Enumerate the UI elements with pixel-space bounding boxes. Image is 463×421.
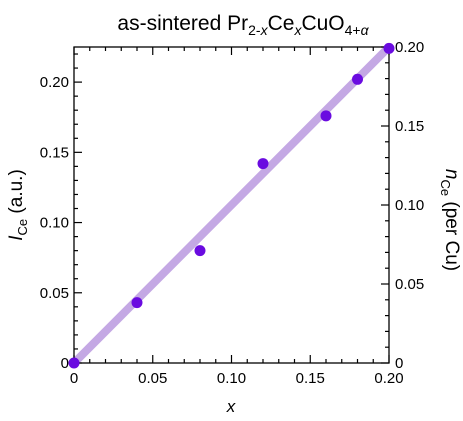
title-prefix: as-sintered Pr	[117, 12, 248, 35]
data-point	[257, 158, 269, 170]
y-tick-label: 0.20	[40, 74, 69, 91]
y2-axis-label-main: n	[441, 169, 462, 180]
x-tick-label: 0.10	[217, 370, 246, 387]
data-point	[194, 245, 206, 257]
x-tick-label: 0.20	[374, 370, 403, 387]
title-mid2: CuO	[301, 12, 344, 35]
y2-axis-label-rest: (per Cu)	[441, 196, 462, 271]
title-mid1: Ce	[268, 12, 295, 35]
y2-tick-label: 0.20	[395, 39, 424, 56]
y2-tick-label: 0.05	[395, 276, 424, 293]
y2-tick-label: 0.15	[395, 118, 424, 135]
x-tick-label: 0.05	[138, 370, 167, 387]
data-point	[320, 110, 332, 122]
data-point	[68, 357, 80, 369]
data-point	[352, 73, 363, 85]
title-sub3-italic: α	[361, 22, 370, 38]
title-sub1: 2-	[248, 22, 261, 38]
y-axis-label-rest: (a.u.)	[6, 169, 27, 219]
x-axis-label: x	[226, 397, 236, 416]
data-point	[131, 297, 143, 309]
title-sub2-italic: x	[293, 22, 302, 38]
y2-tick-label: 0.10	[395, 197, 424, 214]
y-axis-label-main: I	[6, 235, 27, 241]
y-tick-label: 0.05	[40, 285, 69, 302]
points-layer	[68, 42, 395, 369]
y2-tick-label: 0	[395, 355, 403, 372]
y2-axis-label: nCe (per Cu)	[438, 169, 462, 271]
y2-axis-label-sub: Ce	[438, 179, 453, 196]
chart-title: as-sintered Pr2-xCexCuO4+α	[117, 12, 369, 38]
title-sub1-italic: x	[260, 22, 269, 38]
x-tick-label: 0.15	[296, 370, 325, 387]
fit-line-layer	[70, 43, 393, 367]
tick-layer: 0 0.05 0.10 0.15 0.2000.050.100.150.2000.050…	[40, 39, 424, 387]
fit-line	[70, 43, 393, 367]
title-sub3: 4+	[345, 22, 361, 38]
y-tick-label: 0.15	[40, 144, 69, 161]
y-tick-label: 0.10	[40, 215, 69, 232]
y-axis-label: ICe (a.u.)	[6, 169, 30, 241]
data-point	[383, 42, 395, 54]
y-axis-label-sub: Ce	[15, 219, 30, 236]
y-tick-label: 0	[61, 355, 69, 372]
x-tick-label: 0	[70, 370, 78, 387]
